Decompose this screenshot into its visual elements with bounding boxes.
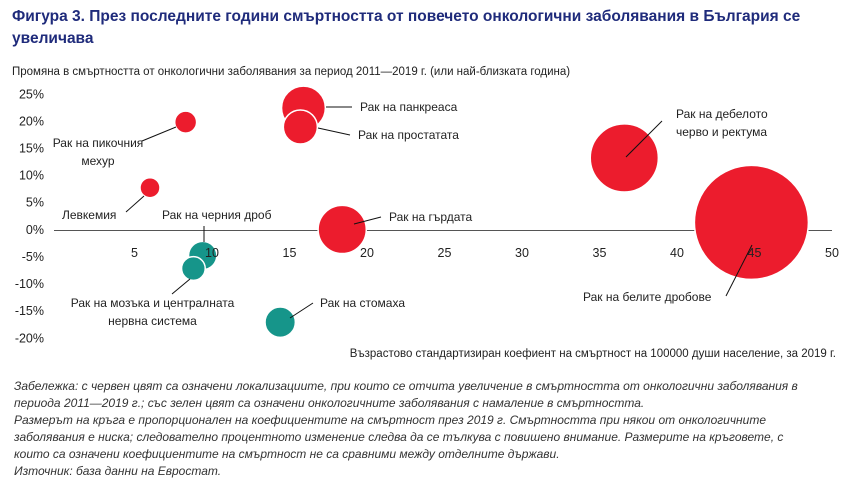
y-tick-label: 5% xyxy=(26,196,44,210)
y-tick-label: -5% xyxy=(22,250,44,264)
y-tick-label: -20% xyxy=(15,331,44,345)
leader-line xyxy=(625,120,663,158)
bubble-label: Рак на простатата xyxy=(358,128,459,142)
leader-line xyxy=(125,195,145,213)
x-axis-label: Възрастово стандартизиран коефиент на см… xyxy=(349,348,836,360)
bubble xyxy=(589,123,660,193)
y-tick-label: 10% xyxy=(19,169,44,183)
bubble-label: Рак на мозъка и централната нервна систе… xyxy=(70,296,235,328)
bubble xyxy=(173,110,198,134)
note-line: Размерът на кръга е пропорционален на ко… xyxy=(14,413,784,461)
y-tick-label: -10% xyxy=(15,277,44,291)
notes: Забележка: с червен цвят са означени лок… xyxy=(14,378,804,480)
bubble-label: Рак на пикочния мехур xyxy=(52,136,144,168)
bubble-label: Рак на дебелото черво и ректума xyxy=(676,107,768,139)
x-tick-label: 45 xyxy=(748,246,762,260)
x-tick-label: 40 xyxy=(670,246,684,260)
x-tick-label: 20 xyxy=(360,246,374,260)
x-tick-label: 35 xyxy=(593,246,607,260)
leader-line xyxy=(317,127,351,136)
x-tick-label: 15 xyxy=(283,246,297,260)
y-tick-label: 15% xyxy=(19,142,44,156)
leader-line xyxy=(725,244,753,297)
bubble-label: Рак на стомаха xyxy=(320,296,405,310)
x-tick-label: 25 xyxy=(438,246,452,260)
bubble-label: Левкемия xyxy=(62,208,117,222)
bubble xyxy=(317,204,368,255)
y-tick-label: 20% xyxy=(19,114,44,128)
leader-line xyxy=(353,216,382,225)
leader-line xyxy=(141,126,177,142)
bubble xyxy=(264,306,297,339)
leader-line xyxy=(289,302,314,319)
bubble xyxy=(180,255,206,282)
note-line: Източник: база данни на Евростат. xyxy=(14,464,222,478)
bubble xyxy=(282,109,319,145)
bubble-label: Рак на черния дроб xyxy=(162,208,272,222)
bubble xyxy=(139,176,161,199)
x-tick-label: 5 xyxy=(131,246,138,260)
x-tick-label: 50 xyxy=(825,246,839,260)
note-line: Забележка: с червен цвят са означени лок… xyxy=(14,379,798,410)
y-tick-label: 25% xyxy=(19,87,44,101)
x-tick-label: 10 xyxy=(205,246,219,260)
y-tick-label: -15% xyxy=(15,304,44,318)
bubble xyxy=(693,164,810,281)
subtitle: Промяна в смъртността от онкологични заб… xyxy=(12,66,571,78)
bubble-label: Рак на белите дробове xyxy=(583,290,712,304)
leader-line xyxy=(171,278,191,295)
title: Фигура 3. През последните години смъртно… xyxy=(12,8,801,47)
bubble-label: Рак на гърдата xyxy=(389,210,473,224)
y-tick-label: 0% xyxy=(26,223,44,237)
x-tick-label: 30 xyxy=(515,246,529,260)
bubble-label: Рак на панкреаса xyxy=(360,100,458,114)
